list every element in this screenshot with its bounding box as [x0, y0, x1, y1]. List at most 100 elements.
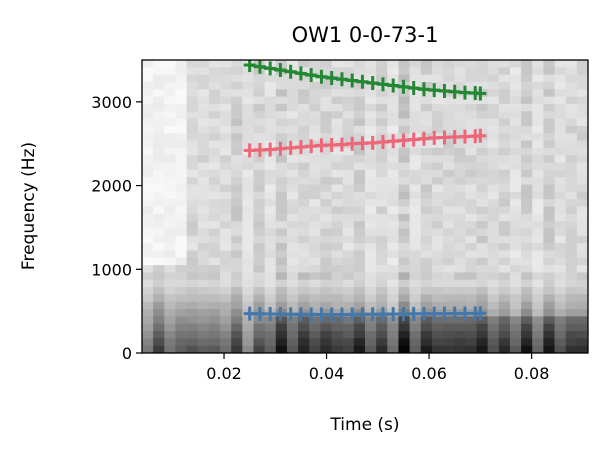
spectrogram-cell — [275, 103, 288, 112]
spectrogram-cell — [298, 221, 310, 230]
spectrogram-cell — [242, 331, 255, 339]
spectrogram-cell — [431, 118, 444, 127]
spectrogram-cell — [286, 133, 299, 142]
spectrogram-cell — [353, 96, 366, 105]
series-2-point — [253, 142, 266, 157]
spectrogram-cell — [320, 257, 333, 266]
spectrogram-cell — [365, 169, 377, 178]
spectrogram-cell — [509, 294, 522, 303]
spectrogram-cell — [376, 177, 388, 186]
spectrogram-cell — [465, 301, 478, 310]
spectrogram-cell — [365, 338, 377, 347]
spectrogram-cell — [264, 338, 277, 347]
y-axis-label: Frequency (Hz) — [19, 142, 39, 270]
spectrogram-cell — [331, 287, 344, 295]
spectrogram-cell — [298, 89, 310, 98]
spectrogram-cell — [153, 316, 165, 325]
spectrogram-cell — [242, 103, 255, 112]
spectrogram-cell — [220, 199, 232, 208]
spectrogram-cell — [576, 309, 588, 317]
spectrogram-cell — [554, 103, 567, 112]
spectrogram-cell — [443, 287, 455, 295]
spectrogram-cell — [420, 228, 433, 237]
spectrogram-cell — [142, 265, 154, 274]
spectrogram-cell — [476, 221, 489, 230]
x-axis: 0.02 0.04 0.06 0.08 — [206, 353, 549, 383]
spectrogram-cell — [420, 287, 433, 295]
spectrogram-cell — [454, 272, 466, 281]
spectrogram-cell — [197, 294, 210, 303]
series-2-point — [356, 136, 369, 151]
series-1-point — [356, 307, 369, 322]
spectrogram-cell — [454, 67, 466, 76]
spectrogram-cell — [409, 213, 422, 222]
spectrogram-cell — [565, 235, 578, 244]
spectrogram-cell — [220, 96, 232, 105]
spectrogram-cell — [365, 331, 377, 339]
spectrogram-cell — [286, 169, 299, 178]
spectrogram-cell — [264, 294, 277, 303]
spectrogram-cell — [197, 162, 210, 171]
spectrogram-cell — [376, 345, 388, 353]
series-1-point — [294, 307, 307, 322]
series-3-point — [356, 74, 369, 89]
spectrogram-cell — [298, 301, 310, 310]
spectrogram-cell — [142, 309, 154, 317]
spectrogram-cell — [498, 74, 511, 83]
spectrogram-cell — [220, 228, 232, 237]
spectrogram-cell — [576, 74, 588, 83]
spectrogram-cell — [387, 184, 400, 193]
spectrogram-cell — [197, 279, 210, 288]
spectrogram-cell — [443, 272, 455, 281]
spectrogram-cell — [543, 140, 556, 149]
spectrogram-cell — [175, 103, 188, 112]
series-1-point — [387, 307, 400, 322]
spectrogram-cell — [208, 81, 221, 90]
spectrogram-cell — [576, 169, 588, 178]
spectrogram-cell — [487, 265, 500, 274]
spectrogram-cell — [509, 191, 522, 200]
spectrogram-cell — [197, 118, 210, 127]
spectrogram-cell — [142, 184, 154, 193]
spectrogram-cell — [208, 338, 221, 347]
spectrogram-cell — [576, 287, 588, 295]
spectrogram-cell — [298, 250, 310, 259]
spectrogram-cell — [220, 81, 232, 90]
spectrogram-cell — [264, 272, 277, 281]
spectrogram-cell — [454, 191, 466, 200]
spectrogram-cell — [454, 279, 466, 288]
spectrogram-cell — [309, 316, 321, 325]
spectrogram-cell — [521, 118, 533, 127]
spectrogram-cell — [175, 331, 188, 339]
spectrogram-cell — [175, 243, 188, 252]
spectrogram-cell — [543, 81, 556, 90]
spectrogram-cell — [353, 243, 366, 252]
spectrogram-cell — [153, 228, 165, 237]
spectrogram-cell — [231, 184, 243, 193]
spectrogram-cell — [153, 213, 165, 222]
spectrogram-cell — [487, 74, 500, 83]
spectrogram-cell — [532, 331, 544, 339]
spectrogram-cell — [175, 265, 188, 274]
spectrogram-cell — [253, 265, 266, 274]
spectrogram-cell — [365, 147, 377, 156]
spectrogram-cell — [387, 221, 400, 230]
spectrogram-cell — [365, 89, 377, 98]
spectrogram-cell — [164, 191, 177, 200]
spectrogram-cell — [275, 331, 288, 339]
spectrogram-cell — [197, 331, 210, 339]
spectrogram-cell — [498, 162, 511, 171]
spectrogram-cell — [353, 345, 366, 353]
spectrogram-cell — [454, 177, 466, 186]
spectrogram-cell — [220, 243, 232, 252]
spectrogram-cell — [286, 111, 299, 120]
spectrogram-cell — [242, 265, 255, 274]
spectrogram-cell — [197, 323, 210, 332]
spectrogram-cell — [231, 301, 243, 310]
spectrogram-cell — [409, 265, 422, 274]
spectrogram-cell — [576, 191, 588, 200]
spectrogram-cell — [565, 133, 578, 142]
spectrogram-cell — [153, 60, 165, 68]
spectrogram-cell — [498, 243, 511, 252]
spectrogram-cell — [565, 228, 578, 237]
